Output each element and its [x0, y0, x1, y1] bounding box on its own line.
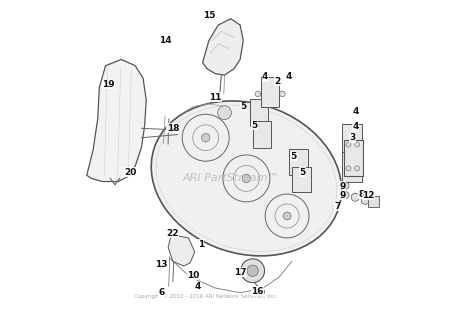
- Circle shape: [342, 182, 349, 189]
- Text: ARI PartStream™: ARI PartStream™: [182, 173, 279, 183]
- Circle shape: [355, 166, 360, 171]
- Text: 5: 5: [290, 152, 296, 161]
- Text: 1: 1: [198, 240, 204, 249]
- Circle shape: [258, 289, 264, 295]
- Circle shape: [351, 193, 359, 201]
- Ellipse shape: [151, 101, 342, 256]
- Text: 19: 19: [102, 80, 115, 89]
- Circle shape: [280, 91, 285, 97]
- Text: 17: 17: [234, 268, 246, 277]
- Circle shape: [201, 133, 210, 142]
- Text: 2: 2: [274, 77, 281, 86]
- Circle shape: [346, 166, 351, 171]
- Text: Copyright © 2012 - 2016 ARI Network Services, Inc.: Copyright © 2012 - 2016 ARI Network Serv…: [134, 293, 277, 299]
- Text: 13: 13: [155, 260, 167, 269]
- Text: 3: 3: [350, 133, 356, 142]
- FancyBboxPatch shape: [250, 99, 268, 126]
- Text: 4: 4: [195, 282, 201, 291]
- FancyBboxPatch shape: [261, 77, 279, 107]
- Text: 5: 5: [251, 121, 257, 130]
- Circle shape: [247, 265, 258, 276]
- Text: 6: 6: [158, 288, 164, 297]
- Text: 20: 20: [124, 168, 136, 177]
- FancyBboxPatch shape: [343, 152, 362, 182]
- Text: 15: 15: [202, 11, 215, 20]
- Text: 4: 4: [262, 72, 268, 81]
- Circle shape: [342, 192, 349, 198]
- FancyBboxPatch shape: [368, 196, 379, 207]
- Circle shape: [346, 142, 351, 147]
- FancyBboxPatch shape: [292, 167, 311, 192]
- Text: 12: 12: [362, 191, 375, 200]
- Text: 9: 9: [339, 182, 346, 191]
- Text: 18: 18: [166, 124, 179, 133]
- FancyBboxPatch shape: [344, 140, 363, 176]
- Text: 5: 5: [300, 168, 306, 177]
- Text: 9: 9: [339, 191, 346, 200]
- Circle shape: [241, 259, 264, 283]
- Text: 22: 22: [166, 229, 179, 238]
- Text: 11: 11: [209, 93, 221, 101]
- FancyBboxPatch shape: [253, 121, 271, 148]
- Circle shape: [355, 142, 360, 147]
- Text: 7: 7: [334, 202, 340, 211]
- Polygon shape: [202, 19, 243, 75]
- Polygon shape: [168, 235, 195, 266]
- FancyBboxPatch shape: [289, 149, 309, 175]
- FancyBboxPatch shape: [343, 124, 362, 154]
- Text: 4: 4: [285, 72, 292, 81]
- Text: 8: 8: [358, 190, 365, 198]
- Polygon shape: [87, 59, 146, 182]
- Circle shape: [242, 174, 251, 183]
- Text: 4: 4: [353, 122, 359, 131]
- Text: 14: 14: [159, 36, 171, 45]
- Text: 10: 10: [187, 271, 200, 280]
- Text: 5: 5: [240, 102, 246, 111]
- Circle shape: [283, 212, 291, 220]
- Circle shape: [361, 196, 369, 204]
- Circle shape: [255, 91, 261, 97]
- Text: 4: 4: [353, 107, 359, 115]
- Circle shape: [218, 106, 231, 120]
- Text: 16: 16: [251, 287, 264, 295]
